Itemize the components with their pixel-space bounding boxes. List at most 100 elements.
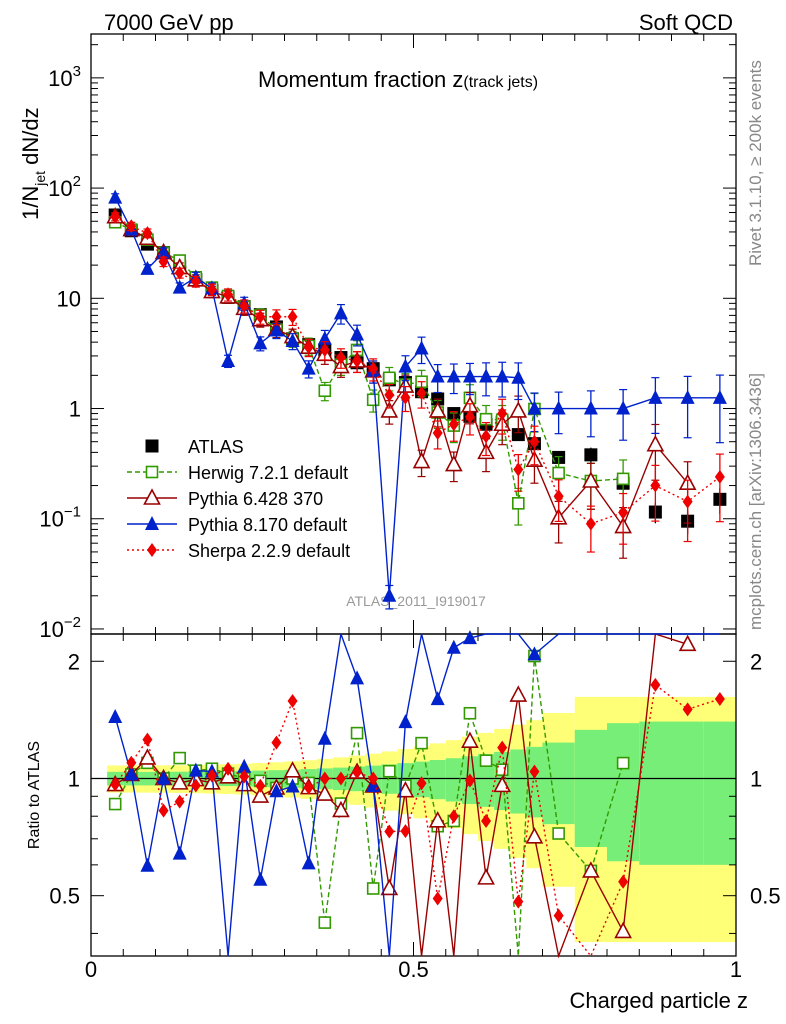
chart-title-sub: (track jets) <box>463 74 538 91</box>
ratio-point-4-15 <box>352 765 363 780</box>
point-4-18 <box>400 390 411 405</box>
point-3-25 <box>511 369 526 384</box>
ratio-point-2-25 <box>509 685 528 702</box>
point-3-11 <box>285 332 300 347</box>
series-layer <box>106 189 727 959</box>
point-4-21 <box>448 417 459 432</box>
ratio-point-1-27 <box>552 827 565 840</box>
point-2-17 <box>380 401 399 418</box>
ratio-point-4-20 <box>432 891 443 906</box>
ratio-point-2-18 <box>396 781 415 798</box>
point-3-4 <box>172 279 187 294</box>
legend-entry-1: Herwig 7.2.1 default <box>127 463 348 483</box>
legend-label-4: Sherpa 2.2.9 default <box>188 541 350 561</box>
ratio-point-3-4 <box>172 845 187 860</box>
point-4-17 <box>384 387 395 402</box>
ratio-point-4-3 <box>158 803 169 818</box>
legend: ATLAS Herwig 7.2.1 default Pythia 6.428 37… <box>127 437 350 561</box>
ratio-point-4-26 <box>529 764 540 779</box>
legend-marker-2 <box>143 488 161 505</box>
point-2-20 <box>428 401 447 418</box>
rivet-label: Rivet 3.1.10, ≥ 200k events <box>746 60 765 266</box>
point-4-23 <box>481 429 492 444</box>
main-y-axis-label: 1/Njet dN/dz <box>18 107 48 220</box>
point-4-10 <box>271 309 282 324</box>
xtick-label: 0.5 <box>398 957 429 982</box>
point-4-9 <box>255 309 266 324</box>
point-4-3 <box>158 254 169 269</box>
ratio-point-3-3 <box>156 770 171 785</box>
point-4-16 <box>368 361 379 376</box>
ratio-point-4-25 <box>513 894 524 909</box>
ratio-point-4-1 <box>126 755 137 770</box>
ratio-point-2-11 <box>283 761 302 778</box>
ratio-point-3-12 <box>301 855 316 870</box>
point-3-2 <box>140 260 155 275</box>
ratio-point-2-31 <box>678 634 697 652</box>
point-4-6 <box>206 282 217 297</box>
point-3-27 <box>551 400 566 415</box>
ratio-point-4-30 <box>650 677 661 692</box>
ratio-point-4-10 <box>271 735 282 750</box>
point-3-9 <box>253 335 268 350</box>
point-4-0 <box>110 209 121 224</box>
point-3-0 <box>108 189 123 204</box>
main-ytick-label: 10 <box>57 286 81 311</box>
ratio-point-4-18 <box>400 824 411 839</box>
ratio-point-2-7 <box>219 767 237 784</box>
ratio-point-2-4 <box>170 773 189 790</box>
legend-entry-4: Sherpa 2.2.9 default <box>127 541 350 561</box>
band-inner-25 <box>510 749 527 814</box>
legend-entry-2: Pythia 6.428 370 <box>127 488 323 509</box>
ratio-point-2-2 <box>138 748 157 765</box>
point-1-27 <box>552 466 565 480</box>
ratio-point-3-13 <box>317 730 332 745</box>
point-4-28 <box>585 516 596 531</box>
ratio-point-4-31 <box>682 702 693 717</box>
point-3-23 <box>479 368 494 383</box>
ratio-ytick-label-right: 0.5 <box>750 884 781 909</box>
ratio-point-2-13 <box>315 784 334 801</box>
main-y-label-sub: jet <box>32 171 48 187</box>
ratio-point-1-19 <box>415 736 428 750</box>
band-inner-31 <box>671 721 704 865</box>
ratio-point-4-8 <box>239 769 250 784</box>
main-y-label-tail: dN/dz <box>18 107 43 171</box>
point-4-8 <box>239 299 250 314</box>
point-2-21 <box>444 454 463 472</box>
ratio-point-3-22 <box>462 630 477 645</box>
mcplots-label: mcplots.cern.ch [arXiv:1306.3436] <box>746 373 765 630</box>
point-2-30 <box>646 434 665 452</box>
point-3-19 <box>414 340 429 355</box>
ratio-point-1-23 <box>479 754 493 767</box>
point-3-20 <box>430 368 445 383</box>
point-3-30 <box>648 389 663 404</box>
ratio-point-2-22 <box>461 731 479 748</box>
band-inner-32 <box>703 721 736 865</box>
main-ytick-label: 10−2 <box>39 614 81 642</box>
ratio-point-1-22 <box>463 706 477 720</box>
ratio-point-4-19 <box>416 776 427 791</box>
ratio-point-1-15 <box>350 726 364 740</box>
point-4-4 <box>174 265 185 280</box>
point-3-7 <box>221 352 236 367</box>
ratio-point-3-0 <box>108 708 123 723</box>
point-1-13 <box>318 384 332 398</box>
ratio-line-1 <box>114 655 624 957</box>
ratio-point-4-11 <box>287 693 298 708</box>
ratio-point-4-7 <box>223 761 234 776</box>
legend-label-1: Herwig 7.2.1 default <box>188 463 348 483</box>
main-ytick-label: 103 <box>48 63 81 91</box>
ratio-point-1-0 <box>108 797 122 811</box>
ratio-y-axis-label: Ratio to ATLAS <box>26 741 43 849</box>
legend-label-3: Pythia 8.170 default <box>188 515 347 535</box>
legend-marker-4 <box>147 543 157 557</box>
point-0-28 <box>584 448 598 462</box>
point-3-24 <box>495 368 510 383</box>
point-1-16 <box>366 393 380 407</box>
ratio-ytick-label-right: 2 <box>750 649 762 674</box>
point-4-11 <box>287 309 298 324</box>
ratio-point-3-2 <box>140 857 155 872</box>
ratio-point-2-14 <box>332 800 350 818</box>
ratio-point-2-17 <box>380 878 399 896</box>
